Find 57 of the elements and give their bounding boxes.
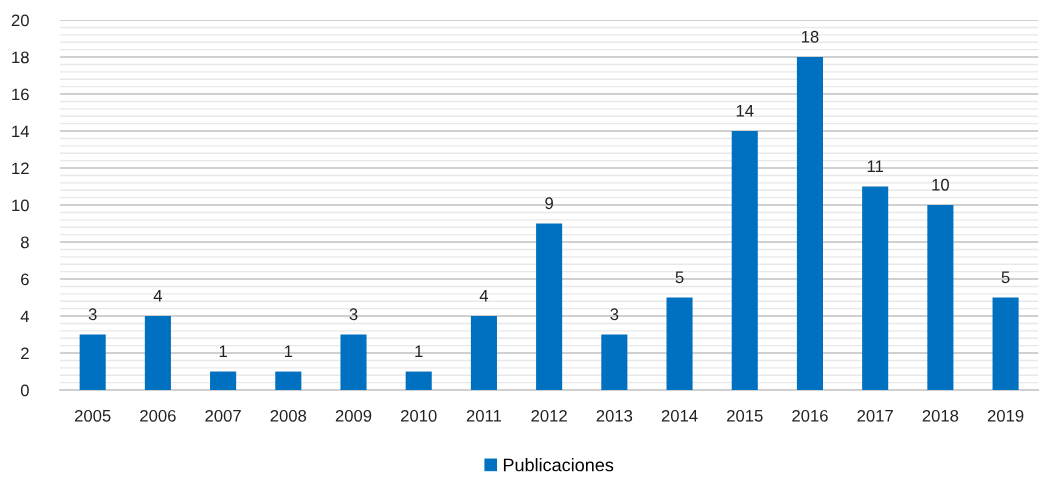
y-tick-label: 16 (12, 88, 29, 101)
y-tick-label: 12 (12, 162, 29, 175)
x-tick-label: 2005 (74, 409, 111, 422)
x-tick-label: 2010 (401, 409, 437, 422)
y-tick-label: 14 (12, 125, 30, 138)
y-tick-label: 18 (12, 51, 29, 64)
data-label: 11 (867, 160, 884, 172)
y-tick-label: 20 (11, 14, 29, 27)
data-label: 4 (153, 290, 163, 302)
y-tick-label: 10 (12, 199, 29, 212)
x-tick-label: 2013 (596, 409, 633, 422)
y-tick-label: 6 (21, 273, 29, 286)
data-label: 5 (675, 271, 684, 284)
y-tick-label: 0 (20, 384, 29, 397)
bar (536, 223, 563, 391)
x-tick-label: 2011 (466, 409, 502, 422)
data-label: 3 (88, 308, 97, 321)
data-label: 3 (610, 308, 619, 321)
x-tick-label: 2012 (531, 409, 567, 422)
x-tick-label: 2006 (140, 409, 176, 422)
data-label: 14 (736, 105, 754, 117)
bar (144, 316, 171, 391)
bar (731, 131, 758, 391)
data-label: 1 (415, 345, 423, 357)
bar (405, 371, 432, 391)
x-tick-label: 2008 (270, 409, 307, 422)
bar (79, 334, 106, 391)
x-tick-label: 2018 (922, 409, 959, 422)
y-tick-label: 8 (20, 236, 29, 249)
bar (796, 57, 824, 391)
bar (340, 334, 367, 391)
x-tick-label: 2017 (857, 409, 893, 422)
x-tick-label: 2014 (661, 409, 698, 422)
data-label: 4 (479, 290, 489, 302)
data-label: 18 (801, 30, 819, 43)
x-tick-label: 2019 (987, 409, 1024, 422)
x-tick-label: 2016 (792, 409, 828, 422)
bar (862, 186, 889, 391)
y-tick-label: 2 (21, 347, 29, 360)
bar (275, 371, 302, 391)
data-label: 5 (1001, 271, 1010, 284)
bar (210, 371, 237, 391)
data-label: 1 (284, 345, 293, 357)
bar (927, 205, 954, 391)
data-label: 3 (349, 308, 358, 321)
bar (470, 316, 497, 391)
bar (992, 297, 1019, 391)
x-tick-label: 2009 (335, 409, 372, 422)
data-label: 10 (932, 178, 949, 191)
x-tick-label: 2007 (205, 409, 241, 422)
legend-label: Publicaciones (503, 458, 614, 472)
x-tick-label: 2015 (727, 409, 763, 422)
y-tick-label: 4 (20, 310, 30, 323)
bar (601, 334, 628, 391)
data-label: 9 (545, 197, 553, 210)
bar (666, 297, 693, 391)
data-label: 1 (219, 345, 227, 357)
